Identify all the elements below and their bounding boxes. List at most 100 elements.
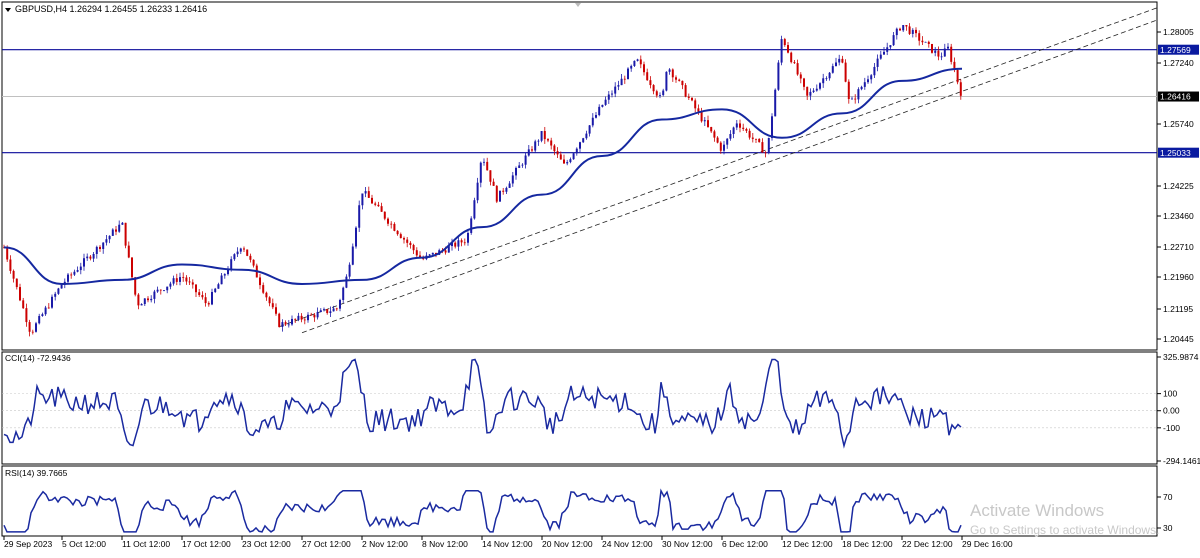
candle <box>140 303 143 306</box>
candle <box>614 82 617 98</box>
candle-body <box>351 246 354 265</box>
candle-body <box>204 297 207 304</box>
candle <box>569 157 572 164</box>
candle <box>636 58 639 62</box>
candle-body <box>707 120 709 127</box>
candle-body <box>902 25 905 31</box>
candle <box>860 85 863 91</box>
candle <box>236 247 239 257</box>
candle <box>806 86 809 100</box>
candle <box>9 255 12 274</box>
candle-body <box>492 181 495 186</box>
candle-body <box>867 79 869 83</box>
candle <box>143 298 146 306</box>
candle-body <box>527 149 530 156</box>
candle-body <box>665 71 668 91</box>
candle-body <box>111 229 114 236</box>
candle <box>579 141 581 153</box>
candle <box>617 80 620 91</box>
triangle-down-icon[interactable] <box>5 8 11 12</box>
candle-body <box>502 190 505 192</box>
candle-body <box>515 167 517 176</box>
candle <box>150 295 153 303</box>
candle <box>886 42 889 56</box>
candle <box>355 226 357 249</box>
candle <box>575 147 578 156</box>
candle <box>54 291 57 301</box>
candle-body <box>431 252 434 255</box>
candle <box>694 98 697 113</box>
candle <box>191 279 194 289</box>
time-tick-label: 29 Sep 2023 <box>4 539 52 549</box>
candle <box>476 177 479 204</box>
candle-body <box>495 185 498 202</box>
candle-body <box>396 230 399 235</box>
candle-body <box>214 288 217 292</box>
candle <box>380 202 383 212</box>
candle <box>822 73 825 88</box>
candle <box>310 312 313 316</box>
candle-body <box>953 61 956 70</box>
candle <box>566 159 569 166</box>
candle-body <box>294 318 297 320</box>
candle <box>284 320 287 327</box>
candle-body <box>291 318 293 325</box>
candle <box>313 312 316 322</box>
price-tick-label: 1.20445 <box>1163 334 1194 344</box>
candle <box>457 236 460 251</box>
cci-tick-label: 0.00 <box>1163 406 1180 416</box>
candle <box>367 186 370 198</box>
candle <box>742 123 745 132</box>
candle-body <box>748 130 751 138</box>
pane-scroll-marker-icon[interactable] <box>575 3 581 7</box>
candle-body <box>518 165 521 168</box>
candle <box>527 145 530 157</box>
candle-body <box>796 63 799 75</box>
candle-body <box>934 50 937 53</box>
time-tick-label: 23 Oct 12:00 <box>242 539 291 549</box>
trendline[interactable] <box>301 19 1158 334</box>
trendline[interactable] <box>279 7 1158 327</box>
candle <box>332 305 335 312</box>
candle-body <box>809 91 812 96</box>
candle-body <box>569 159 572 163</box>
candle <box>131 257 133 279</box>
candle-body <box>108 235 111 240</box>
candle-body <box>156 289 159 292</box>
candle <box>751 132 754 143</box>
candle-body <box>313 314 316 318</box>
candle <box>889 45 892 51</box>
candle-body <box>633 60 636 66</box>
candle <box>415 247 418 258</box>
candle-body <box>739 123 741 128</box>
candle-body <box>588 125 591 134</box>
candle-body <box>931 43 933 53</box>
candle <box>185 275 188 285</box>
candle-body <box>947 46 949 49</box>
candle-body <box>719 142 722 151</box>
candle-body <box>479 162 482 183</box>
candle-body <box>31 331 34 333</box>
candle-body <box>140 304 143 306</box>
candle-body <box>531 149 533 151</box>
candle-body <box>710 126 713 132</box>
candle-body <box>751 137 754 139</box>
candle <box>595 111 597 119</box>
candle <box>217 282 220 289</box>
candle-body <box>70 274 73 276</box>
candle <box>611 90 613 98</box>
candle-body <box>943 48 946 57</box>
candle <box>243 246 245 253</box>
candle-body <box>652 85 655 92</box>
candle-body <box>646 72 649 81</box>
candle-body <box>700 111 703 122</box>
candle <box>166 286 169 294</box>
candle-body <box>252 259 255 266</box>
symbol-info: GBPUSD,H4 1.26294 1.26455 1.26233 1.2641… <box>15 4 207 14</box>
candle <box>371 194 373 204</box>
candle-body <box>630 65 633 69</box>
pane-frames <box>1 1 1158 537</box>
candle-body <box>143 298 146 305</box>
